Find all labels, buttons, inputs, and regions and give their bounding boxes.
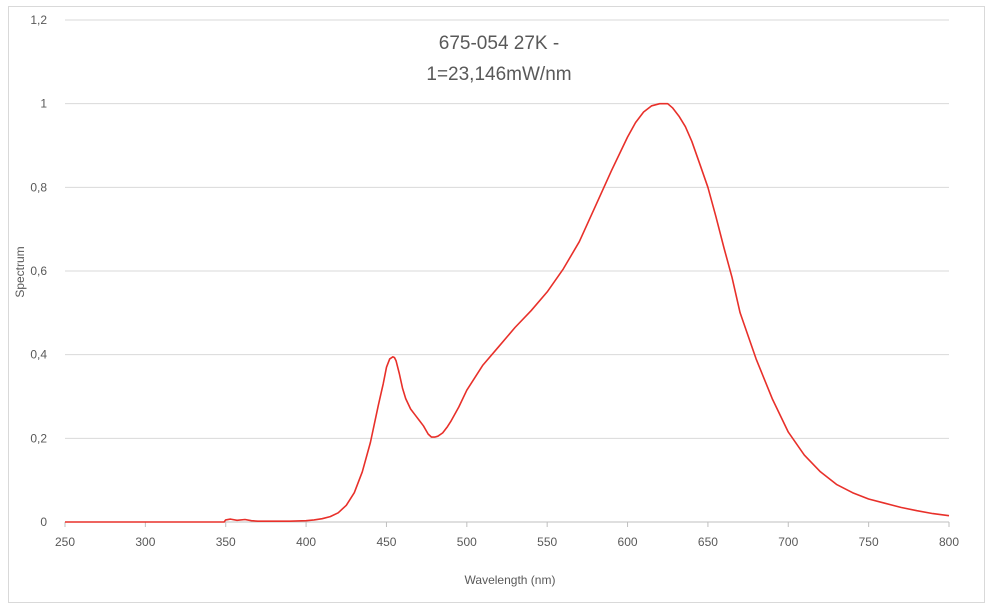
y-tick-label: 1	[40, 97, 47, 111]
x-tick-label: 250	[55, 535, 75, 549]
y-tick-label: 0,4	[30, 348, 47, 362]
x-tick-label: 750	[859, 535, 879, 549]
y-tick-label: 0	[40, 515, 47, 529]
chart-title-line-2: 1=23,146mW/nm	[426, 64, 571, 85]
x-tick-label: 350	[216, 535, 236, 549]
axes: 0 0,2 0,4 0,6 0,8 1 1,2 250 300 350 400 450 500 550 60…	[30, 13, 959, 549]
x-tick-label: 600	[618, 535, 638, 549]
x-tick-label: 650	[698, 535, 718, 549]
y-tick-label: 0,2	[30, 431, 47, 445]
gridlines	[65, 19, 949, 439]
chart-title-line-1: 675-054 27K -	[439, 33, 559, 54]
y-tick-label: 0,8	[30, 180, 47, 194]
text-layer: 675-054 27K - 1=23,146mW/nm Wavelength (…	[13, 33, 572, 587]
chart-frame	[8, 6, 985, 603]
x-axis-title: Wavelength (nm)	[465, 573, 556, 587]
x-tick-label: 800	[939, 535, 959, 549]
spectrum-series-line	[65, 102, 950, 523]
x-tick-label: 550	[537, 535, 557, 549]
x-tick-label: 400	[296, 535, 316, 549]
y-tick-label: 1,2	[30, 13, 47, 27]
series-layer	[65, 102, 950, 523]
y-tick-label: 0,6	[30, 264, 47, 278]
x-tick-label: 500	[457, 535, 477, 549]
x-tick-label: 450	[376, 535, 396, 549]
x-tick-label: 300	[135, 535, 155, 549]
y-axis-title: Spectrum	[13, 246, 27, 297]
x-tick-label: 700	[778, 535, 798, 549]
